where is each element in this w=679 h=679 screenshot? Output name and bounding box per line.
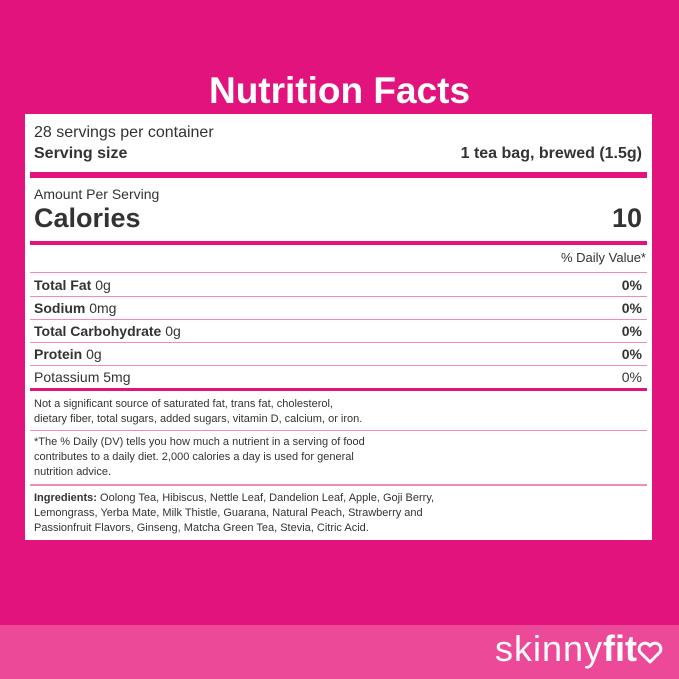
rule [30,430,647,431]
nutrient-amount: 0g [95,277,111,293]
ingredients-label: Ingredients: [34,492,97,504]
nutrient-amount: 0g [165,323,181,339]
daily-value: 0% [621,277,642,293]
calories-value: 10 [611,203,642,233]
nutrient-amount: 5mg [103,369,131,385]
note-line: Not a significant source of saturated fa… [34,398,333,410]
nutrient-label: Total Fat [34,277,92,293]
note-line: contributes to a daily diet. 2,000 calor… [34,451,354,463]
ingredients-line: Lemongrass, Yerba Mate, Milk Thistle, Gu… [34,507,423,519]
note-line: nutrition advice. [34,466,112,478]
serving-size-label: Serving size [34,145,128,162]
ingredients-line: Passionfruit Flavors, Ginseng, Matcha Gr… [34,522,369,534]
nutrient-amount: 0g [86,346,102,362]
title: Nutrition Facts [208,70,471,111]
rule [30,241,647,245]
nutrient-name: Total Fat 0g [34,277,111,293]
brand-part: skinny [494,628,604,669]
nutrient-label: Protein [34,346,83,362]
rule [30,272,647,273]
nutrient-label: Sodium [34,300,86,316]
nutrient-amount: 0mg [89,300,117,316]
nutrient-name: Potassium 5mg [34,369,130,385]
rule [30,484,647,486]
calories-label: Calories [34,203,141,233]
note-line: *The % Daily (DV) tells you how much a n… [34,436,365,448]
daily-value: 0% [621,323,642,339]
servings: 28 servings per container [34,124,214,141]
note: *The % Daily (DV) tells you how much a n… [34,435,365,480]
serving-size-value: 1 tea bag, brewed (1.5g) [460,145,642,162]
rule [30,342,647,343]
note-line: dietary fiber, total sugars, added sugar… [34,413,363,425]
brand-part: fit [603,628,637,669]
rule [30,319,647,320]
nutrient-name: Total Carbohydrate 0g [34,323,181,339]
brand-logo: skinnyfit [495,628,637,670]
amount-per-serving: Amount Per Serving [34,186,160,202]
brand-band [0,625,679,679]
daily-value: 0% [621,346,642,362]
ingredients: Ingredients: Oolong Tea, Hibiscus, Nettl… [34,491,434,506]
daily-value: 0% [621,369,642,385]
nutrient-name: Protein 0g [34,346,102,362]
nutrition-label: 28 servings per container Serving size 1… [25,114,652,540]
rule [30,172,647,178]
daily-value-header: % Daily Value* [560,250,646,265]
nutrient-label: Total Carbohydrate [34,323,162,339]
rule [30,388,647,391]
nutrient-label: Potassium [34,369,100,385]
nutrient-name: Sodium 0mg [34,300,116,316]
ingredients-line: Oolong Tea, Hibiscus, Nettle Leaf, Dande… [100,492,435,504]
heart-icon [637,641,663,664]
daily-value: 0% [621,300,642,316]
note: Not a significant source of saturated fa… [34,397,362,427]
rule [30,365,647,366]
rule [30,296,647,297]
